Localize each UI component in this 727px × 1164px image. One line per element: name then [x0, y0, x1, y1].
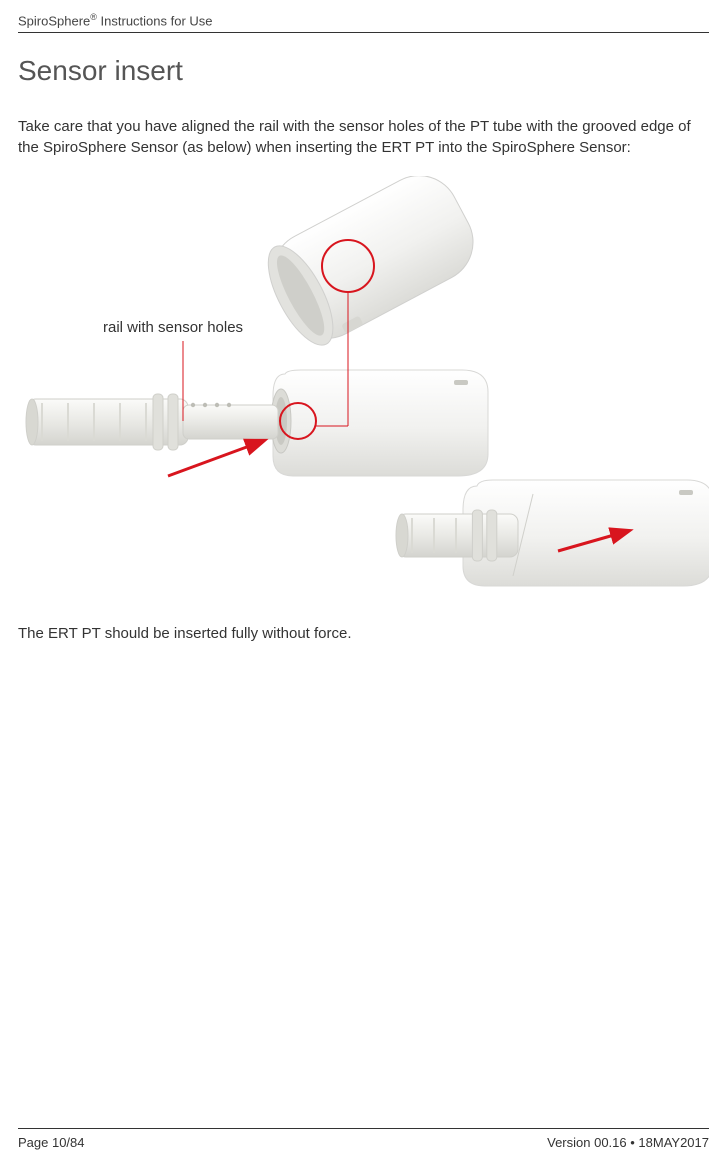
intro-paragraph: Take care that you have aligned the rail… — [18, 117, 709, 158]
figure-svg — [18, 176, 709, 606]
footer-page: Page 10/84 — [18, 1135, 85, 1150]
header-product: SpiroSphere — [18, 13, 90, 28]
figure: rail with sensor holes — [18, 176, 709, 606]
footer-version: Version 00.16 • 18MAY2017 — [547, 1135, 709, 1150]
closing-paragraph: The ERT PT should be inserted fully with… — [18, 624, 709, 644]
header-reg: ® — [90, 12, 97, 22]
callout-label: rail with sensor holes — [103, 319, 243, 336]
footer: Page 10/84 Version 00.16 • 18MAY2017 — [18, 1128, 709, 1164]
doc-header: SpiroSphere® Instructions for Use — [18, 12, 709, 33]
page-title: Sensor insert — [18, 55, 709, 87]
header-suffix: Instructions for Use — [97, 13, 213, 28]
